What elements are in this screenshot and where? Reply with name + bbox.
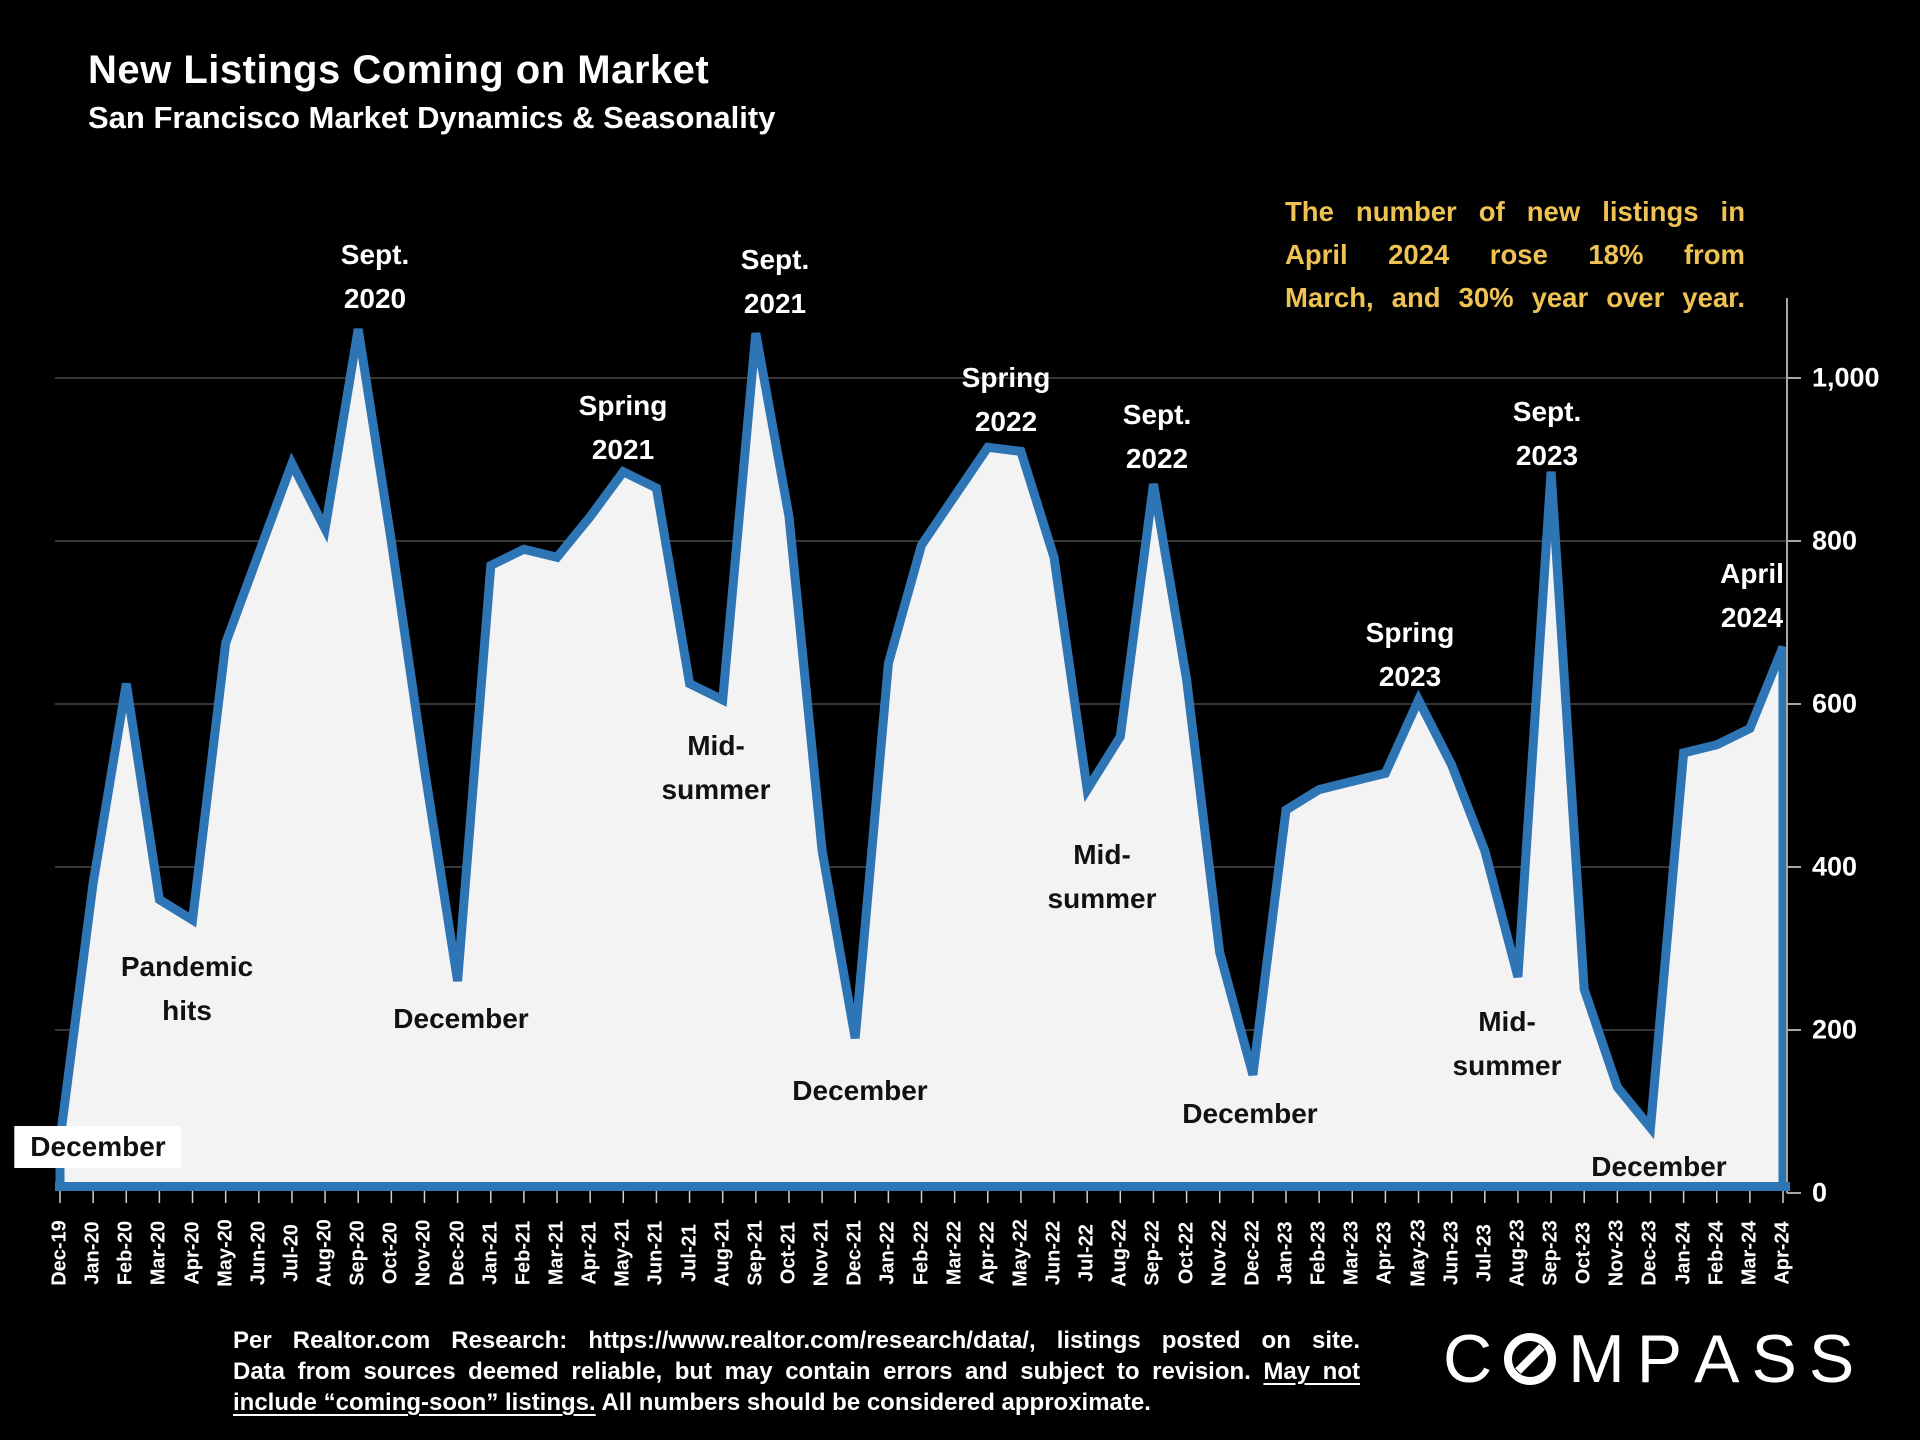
series-line <box>55 328 1788 1187</box>
x-axis-line <box>55 1182 1790 1191</box>
area-fill <box>60 329 1783 1189</box>
